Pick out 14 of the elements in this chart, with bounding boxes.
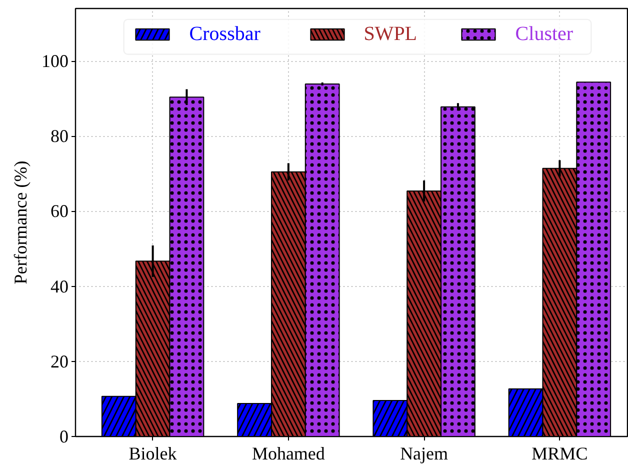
x-tick-label: MRMC (532, 444, 588, 464)
legend-label: Crossbar (189, 22, 260, 46)
x-tick-label: Najem (400, 444, 448, 464)
y-tick-label: 80 (50, 126, 68, 146)
y-tick-label: 40 (50, 276, 68, 296)
y-tick-label: 100 (42, 51, 68, 72)
y-tick-label: 0 (60, 426, 68, 446)
y-axis-title: Performance (%) (10, 160, 30, 284)
x-tick-label: Mohamed (252, 444, 325, 464)
y-tick-label: 20 (50, 351, 68, 372)
x-tick-label: Biolek (128, 444, 177, 464)
y-tick-label: 60 (50, 201, 68, 222)
legend-label: SWPL (364, 22, 418, 46)
legend-label: Cluster (515, 22, 574, 46)
